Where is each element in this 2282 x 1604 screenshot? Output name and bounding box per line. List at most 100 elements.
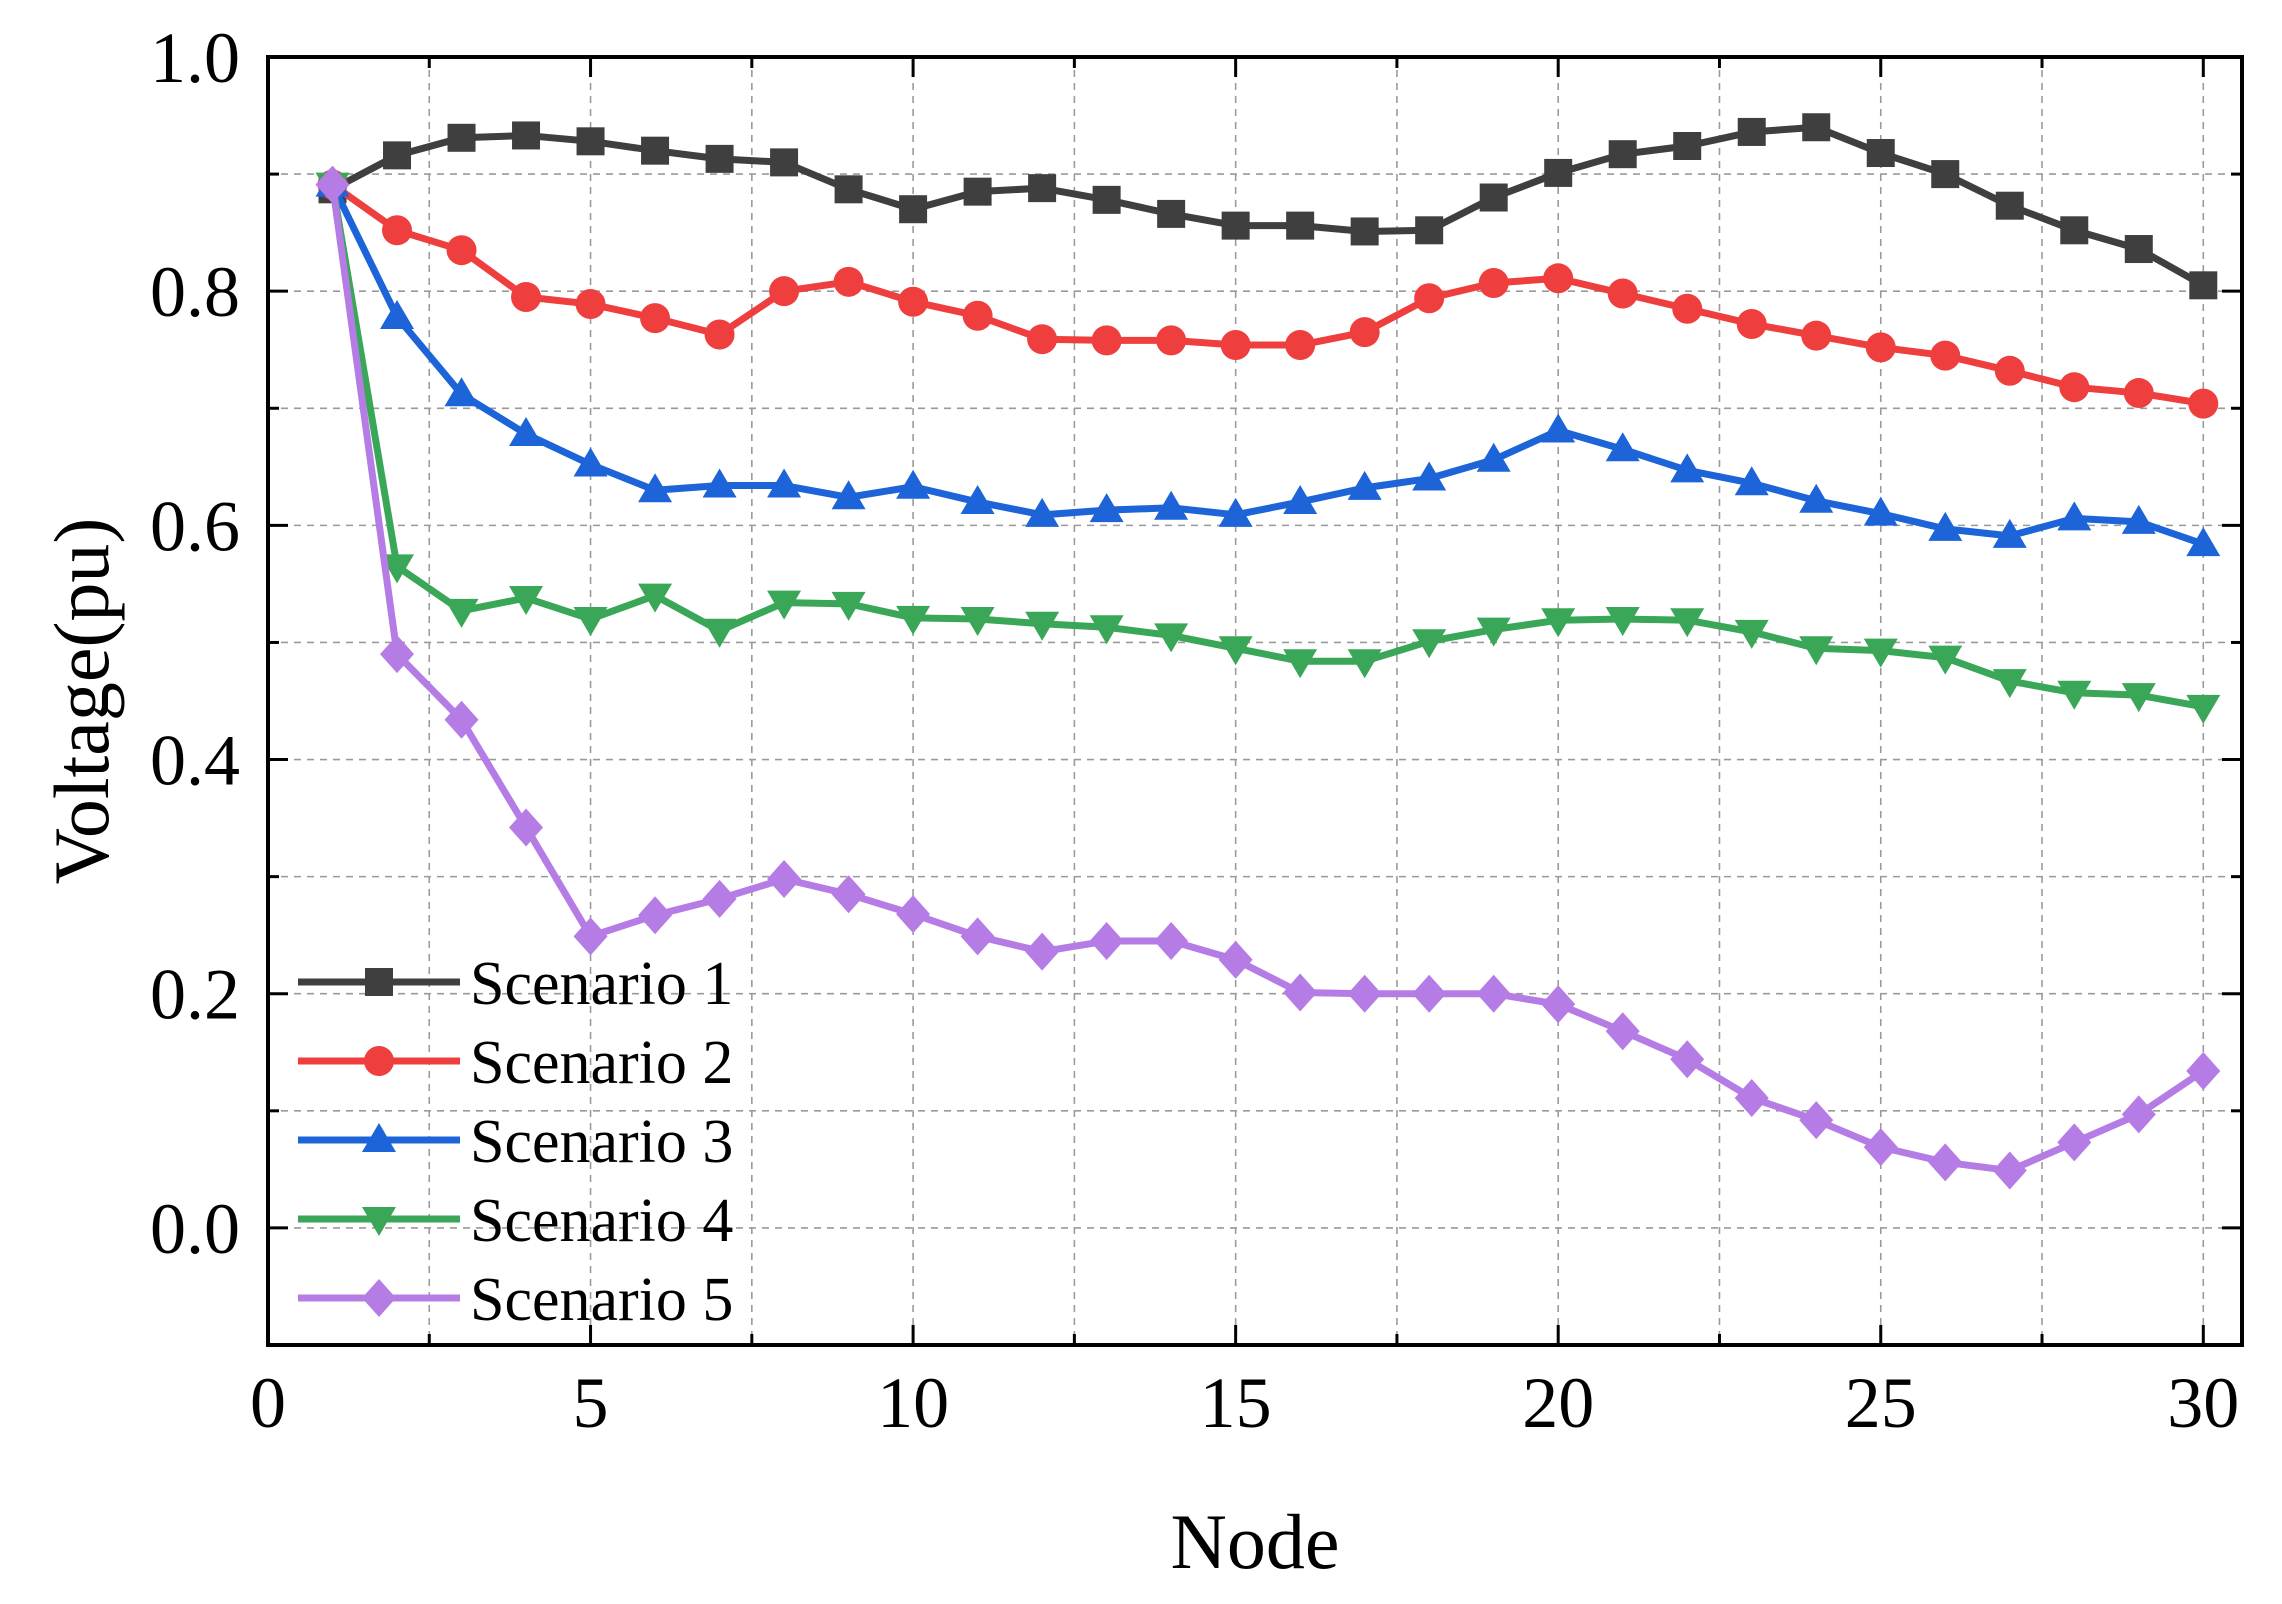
data-point xyxy=(1995,191,2024,220)
data-point xyxy=(2124,235,2153,264)
data-point xyxy=(509,585,544,615)
legend-label: Scenario 3 xyxy=(470,1108,733,1176)
data-point xyxy=(1218,497,1253,527)
data-point xyxy=(1089,493,1124,523)
data-point xyxy=(1928,1143,1963,1182)
data-point xyxy=(831,480,866,510)
data-point xyxy=(509,417,544,447)
y-tick-label: 1.0 xyxy=(150,18,240,98)
y-axis-title: Voltage(pu) xyxy=(38,518,125,885)
data-point xyxy=(1476,617,1511,647)
data-point xyxy=(1218,940,1253,979)
data-point xyxy=(638,473,673,503)
legend-item: Scenario 3 xyxy=(298,1108,733,1176)
data-point xyxy=(509,808,544,847)
data-point xyxy=(444,377,479,407)
data-point xyxy=(512,121,541,150)
data-point xyxy=(2057,680,2092,710)
legend-item: Scenario 5 xyxy=(298,1266,733,1334)
data-point xyxy=(1541,608,1576,638)
data-point xyxy=(573,447,608,477)
y-tick-label: 0.2 xyxy=(150,955,240,1035)
data-point xyxy=(640,303,671,334)
x-tick-label: 25 xyxy=(1845,1363,1917,1443)
data-point xyxy=(898,286,929,317)
data-point xyxy=(833,266,864,297)
series-line xyxy=(330,123,2206,289)
data-point xyxy=(1672,293,1703,324)
data-point xyxy=(963,177,992,206)
x-tick-label: 20 xyxy=(1522,1363,1594,1443)
data-point xyxy=(1414,283,1445,314)
data-point xyxy=(1541,413,1576,443)
data-point xyxy=(444,700,479,739)
data-point xyxy=(1865,332,1896,363)
series-group xyxy=(315,113,2221,1190)
data-point xyxy=(1605,607,1640,637)
series-line xyxy=(329,184,2204,711)
data-point xyxy=(2189,271,2218,300)
data-point xyxy=(638,896,673,935)
data-point xyxy=(1154,922,1189,961)
data-point xyxy=(1866,139,1895,168)
data-point xyxy=(896,895,931,934)
data-point xyxy=(1799,636,1834,666)
data-point xyxy=(380,299,415,329)
data-point xyxy=(1350,217,1379,246)
data-point xyxy=(447,123,476,152)
x-tick-label: 5 xyxy=(573,1363,609,1443)
data-point xyxy=(382,215,413,246)
data-point xyxy=(1734,1078,1769,1117)
legend-marker xyxy=(364,1046,394,1076)
data-point xyxy=(899,195,928,224)
data-point xyxy=(511,282,542,313)
data-point xyxy=(1025,497,1060,527)
data-point xyxy=(1994,355,2025,386)
data-point xyxy=(1347,974,1382,1013)
data-point xyxy=(1347,470,1382,500)
data-point xyxy=(1154,623,1189,653)
data-point xyxy=(1089,922,1124,961)
data-point xyxy=(1928,645,1963,675)
data-point xyxy=(1285,330,1316,361)
series-scenario-4 xyxy=(315,172,2221,724)
data-point xyxy=(1670,1040,1705,1079)
data-point xyxy=(1992,669,2027,699)
data-point xyxy=(702,468,737,498)
legend-label: Scenario 4 xyxy=(470,1187,733,1255)
data-point xyxy=(1415,216,1444,245)
data-point xyxy=(575,289,606,320)
data-point xyxy=(702,879,737,918)
data-point xyxy=(641,136,670,165)
data-point xyxy=(1670,453,1705,483)
data-point xyxy=(960,607,995,637)
data-point xyxy=(960,917,995,956)
data-point xyxy=(1089,615,1124,645)
data-point xyxy=(1928,511,1963,541)
data-point xyxy=(1992,1151,2027,1190)
data-point xyxy=(705,144,734,173)
series-scenario-1 xyxy=(318,113,2218,300)
data-point xyxy=(1608,140,1637,169)
data-point xyxy=(1543,263,1574,294)
legend-marker xyxy=(362,1123,396,1152)
data-point xyxy=(896,605,931,635)
data-point xyxy=(831,875,866,914)
data-point xyxy=(1156,325,1187,356)
data-point xyxy=(962,300,993,331)
data-point xyxy=(960,484,995,514)
series-scenario-2 xyxy=(317,169,2219,419)
data-point xyxy=(1670,608,1705,638)
data-point xyxy=(704,319,735,350)
data-point xyxy=(767,859,802,898)
data-point xyxy=(1412,974,1447,1013)
data-point xyxy=(1347,649,1382,679)
data-point xyxy=(315,165,350,204)
legend-item: Scenario 4 xyxy=(298,1187,733,1255)
data-point xyxy=(1412,629,1447,659)
data-point xyxy=(444,598,479,628)
data-point xyxy=(1605,1012,1640,1051)
x-tick-label: 10 xyxy=(877,1363,949,1443)
x-tick-label: 15 xyxy=(1200,1363,1272,1443)
